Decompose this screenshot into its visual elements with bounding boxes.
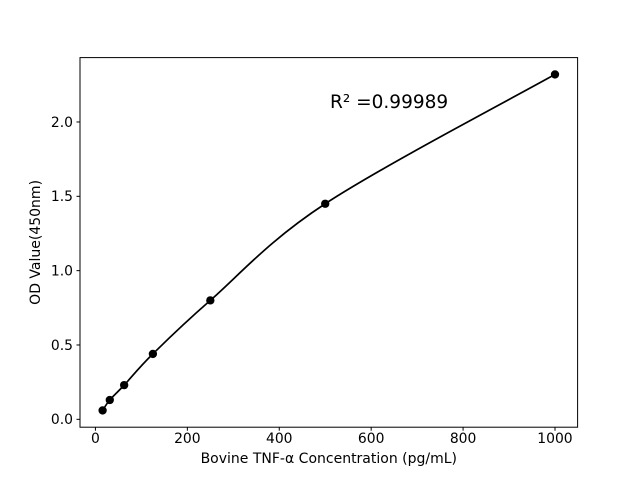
fitted-curve [101, 73, 556, 411]
y-tick-label: 2.0 [51, 115, 73, 131]
y-tick-label: 1.5 [51, 189, 73, 205]
data-series [98, 70, 560, 415]
x-tick-label: 600 [358, 431, 385, 447]
plot-frame [79, 57, 579, 428]
r-squared-annotation: R² =0.99989 [330, 92, 448, 113]
data-point-marker [206, 296, 215, 305]
y-tick-label: 0.0 [51, 412, 73, 428]
x-axis-label: Bovine TNF-α Concentration (pg/mL) [201, 451, 457, 467]
x-axis-ticks: 0 200 400 600 800 1000 [91, 427, 573, 447]
y-tick-label: 1.0 [51, 264, 73, 280]
data-point-marker [321, 199, 330, 208]
data-point-marker [550, 70, 560, 79]
y-tick-label: 0.5 [51, 338, 73, 354]
x-tick-label: 200 [174, 431, 201, 447]
data-point-marker [148, 349, 158, 359]
y-axis-ticks: 0.0 0.5 1.0 1.5 2.0 [51, 115, 80, 428]
x-tick-label: 0 [91, 431, 100, 447]
data-point-marker [119, 380, 129, 390]
x-tick-label: 400 [266, 431, 293, 447]
data-point-marker [98, 406, 107, 415]
x-tick-label: 1000 [537, 431, 572, 447]
x-tick-label: 800 [450, 431, 477, 447]
y-axis-label: OD Value(450nm) [28, 180, 44, 305]
data-point-marker [105, 395, 114, 405]
